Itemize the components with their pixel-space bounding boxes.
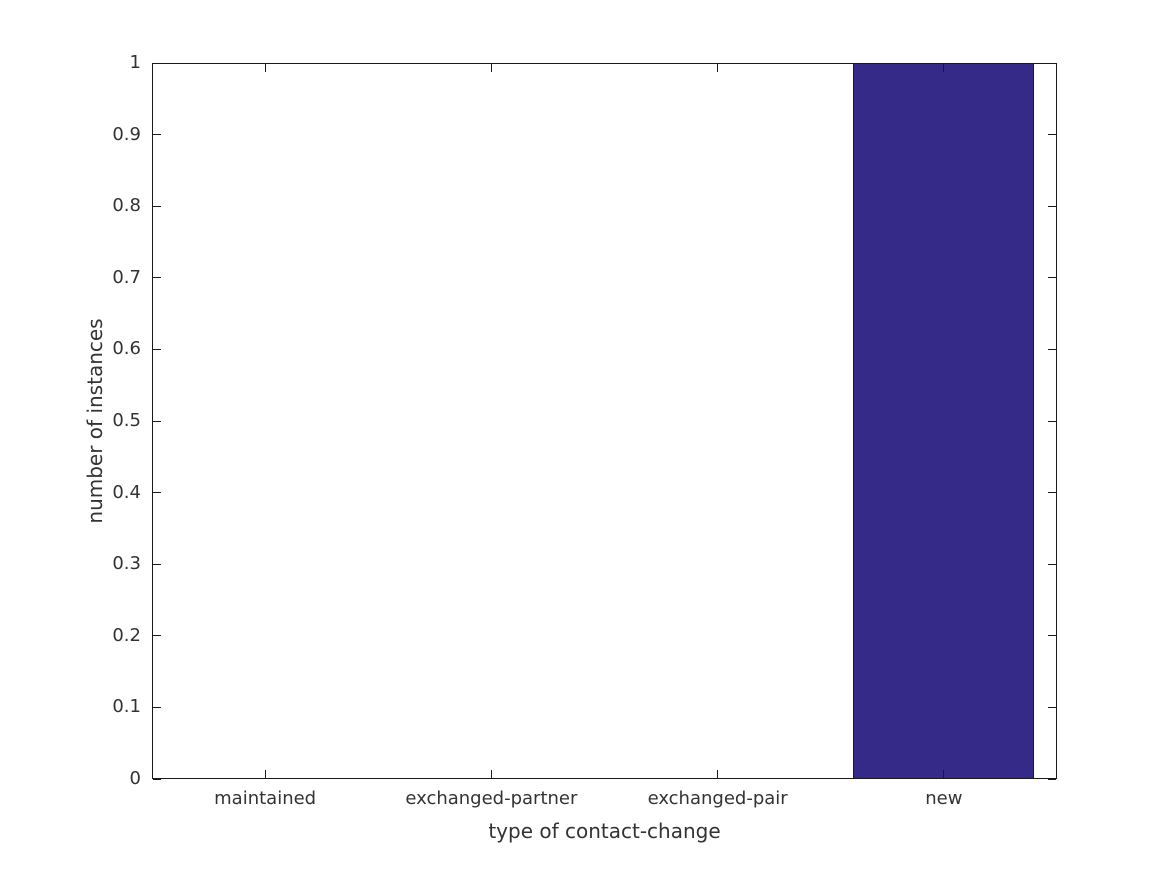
y-tick-label: 0.7 xyxy=(112,266,141,288)
x-tick-mark-bottom xyxy=(264,770,266,778)
y-tick-mark-right xyxy=(1048,635,1056,637)
y-tick-mark-right xyxy=(1048,348,1056,350)
x-tick-mark-top xyxy=(490,64,492,72)
y-tick-mark-left xyxy=(153,62,161,64)
x-tick-mark-top xyxy=(264,64,266,72)
y-tick-label: 0.9 xyxy=(112,123,141,145)
x-tick-mark-top xyxy=(943,64,945,72)
x-axis-title: type of contact-change xyxy=(488,819,721,843)
y-tick-label: 0.3 xyxy=(112,553,141,575)
y-tick-label: 1 xyxy=(129,52,141,73)
y-tick-label: 0.2 xyxy=(112,624,141,646)
y-tick-mark-left xyxy=(153,706,161,708)
y-tick-mark-left xyxy=(153,134,161,136)
y-tick-mark-left xyxy=(153,635,161,637)
y-tick-label: 0.6 xyxy=(112,338,141,360)
y-tick-mark-right xyxy=(1048,492,1056,494)
x-tick-label: new xyxy=(925,788,963,809)
bar-new xyxy=(853,63,1035,779)
y-tick-label: 0.8 xyxy=(112,195,141,217)
plot-area xyxy=(152,63,1057,779)
y-tick-mark-left xyxy=(153,205,161,207)
x-tick-label: maintained xyxy=(214,788,317,809)
y-tick-mark-left xyxy=(153,492,161,494)
x-tick-label: exchanged-pair xyxy=(647,788,788,809)
y-tick-mark-left xyxy=(153,420,161,422)
y-tick-label: 0.1 xyxy=(112,696,141,718)
y-tick-mark-right xyxy=(1048,563,1056,565)
y-tick-mark-left xyxy=(153,563,161,565)
y-tick-label: 0.4 xyxy=(112,481,141,503)
x-tick-mark-bottom xyxy=(717,770,719,778)
y-tick-mark-left xyxy=(153,277,161,279)
x-tick-mark-top xyxy=(717,64,719,72)
y-tick-mark-right xyxy=(1048,277,1056,279)
y-tick-mark-left xyxy=(153,778,161,780)
y-tick-label: 0.5 xyxy=(112,410,141,431)
y-tick-mark-right xyxy=(1048,62,1056,64)
y-tick-mark-right xyxy=(1048,134,1056,136)
y-tick-label: 0 xyxy=(129,768,141,789)
y-tick-mark-right xyxy=(1048,706,1056,708)
x-tick-label: exchanged-partner xyxy=(405,788,578,809)
y-axis-title: number of instances xyxy=(83,318,107,524)
y-tick-mark-right xyxy=(1048,778,1056,780)
y-tick-mark-left xyxy=(153,348,161,350)
x-tick-mark-bottom xyxy=(490,770,492,778)
y-tick-mark-right xyxy=(1048,205,1056,207)
y-tick-mark-right xyxy=(1048,420,1056,422)
x-tick-mark-bottom xyxy=(943,770,945,778)
